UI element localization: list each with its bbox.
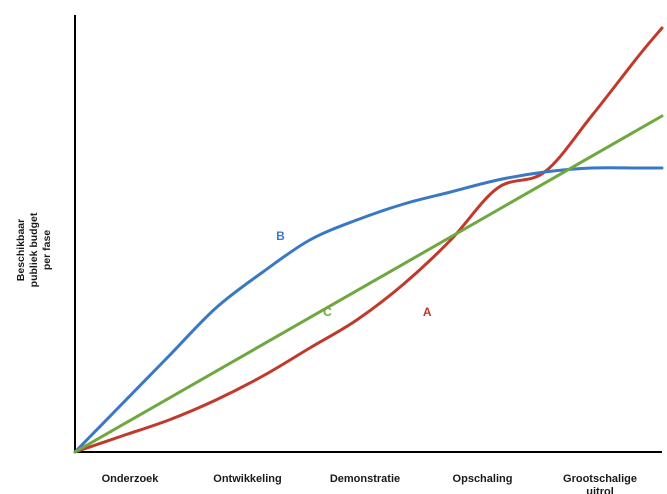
x-tick-label: Grootschalige uitrol bbox=[563, 473, 637, 494]
x-tick-labels: Onderzoek Ontwikkeling Demonstratie Opschal… bbox=[102, 473, 637, 494]
curve-labels: B C A bbox=[276, 229, 432, 319]
x-tick-label: Opschaling bbox=[453, 473, 513, 485]
series-line-c bbox=[73, 114, 664, 454]
series-line-b bbox=[73, 166, 664, 454]
y-axis-label-text: Beschikbaarpubliek budgetper fase bbox=[15, 212, 53, 287]
series-line-a bbox=[73, 26, 664, 454]
axes bbox=[74, 15, 662, 453]
curves bbox=[73, 26, 664, 454]
y-axis-label: Beschikbaarpubliek budgetper fase bbox=[15, 212, 53, 287]
x-tick-label: Ontwikkeling bbox=[213, 473, 281, 485]
x-tick-label: Demonstratie bbox=[330, 473, 400, 485]
x-tick-label: Onderzoek bbox=[102, 473, 160, 485]
curve-label-b: B bbox=[276, 229, 285, 243]
curve-label-c: C bbox=[323, 305, 332, 319]
curve-label-a: A bbox=[423, 305, 432, 319]
